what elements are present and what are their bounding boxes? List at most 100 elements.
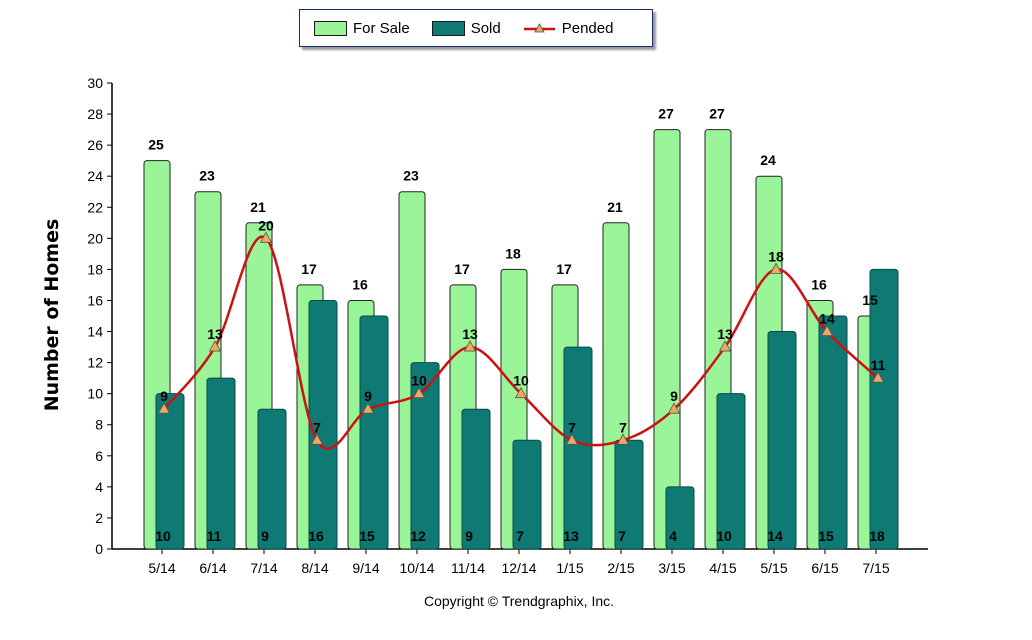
pended-marker [718, 340, 732, 352]
x-tick-label: 9/14 [352, 560, 379, 576]
pended-value-label: 11 [871, 357, 886, 373]
y-tick-label: 2 [95, 510, 103, 526]
x-tick-label: 10/14 [399, 560, 434, 576]
pended-value-label: 13 [717, 326, 733, 342]
pended-value-label: 9 [364, 388, 372, 404]
sold-value-label: 15 [359, 528, 375, 544]
sold-bar [206, 377, 236, 550]
pended-value-label: 20 [258, 217, 274, 233]
y-tick-label: 4 [95, 479, 103, 495]
sold-value-label: 7 [618, 528, 626, 544]
for-sale-value-label: 21 [607, 199, 623, 215]
for-sale-value-label: 25 [148, 137, 164, 153]
y-tick-label: 20 [87, 230, 103, 246]
x-tick-label: 3/15 [658, 560, 685, 576]
sold-value-label: 9 [465, 528, 473, 544]
sold-value-label: 16 [308, 528, 324, 544]
x-tick-label: 4/15 [709, 560, 736, 576]
for-sale-value-label: 18 [505, 245, 521, 261]
y-tick-label: 12 [87, 355, 103, 371]
pended-marker [871, 371, 885, 383]
x-tick-label: 6/14 [199, 560, 226, 576]
sold-bar [716, 393, 746, 550]
pended-value-label: 9 [160, 388, 168, 404]
sold-value-label: 13 [563, 528, 579, 544]
sold-value-label: 11 [207, 528, 222, 544]
for-sale-value-label: 17 [454, 261, 470, 277]
x-tick-label: 1/15 [556, 560, 583, 576]
y-tick-label: 26 [87, 137, 103, 153]
pended-line-swatch [523, 22, 555, 32]
x-tick-label: 6/15 [811, 560, 838, 576]
sold-bar [257, 408, 287, 550]
pended-value-label: 7 [313, 419, 321, 435]
for-sale-value-label: 21 [250, 199, 266, 215]
y-tick-label: 16 [87, 292, 103, 308]
data-labels: 25 10 9 23 11 13 21 9 20 17 16 7 16 15 9 23 12 10 17 9 13 18 7… [148, 106, 885, 544]
x-tick-label: 7/15 [862, 560, 889, 576]
sold-value-label: 10 [716, 528, 732, 544]
for-sale-value-label: 23 [199, 168, 215, 184]
y-tick-label: 28 [87, 106, 103, 122]
x-tick-label: 8/14 [301, 560, 328, 576]
y-tick-label: 30 [87, 75, 103, 91]
x-tick-label: 5/15 [760, 560, 787, 576]
pended-line-series [157, 231, 885, 450]
sold-bar [869, 268, 899, 550]
y-tick-label: 14 [87, 324, 103, 340]
pended-marker [310, 433, 324, 445]
for-sale-value-label: 23 [403, 168, 419, 184]
sold-value-label: 10 [155, 528, 171, 544]
for-sale-value-label: 17 [556, 261, 572, 277]
pended-value-label: 9 [670, 388, 678, 404]
legend-label-for-sale: For Sale [353, 19, 410, 37]
sold-bar [614, 439, 644, 550]
pended-marker [157, 402, 171, 414]
for-sale-value-label: 27 [709, 106, 725, 122]
y-tick-label: 6 [95, 448, 103, 464]
pended-marker [259, 231, 273, 243]
legend-item-pended: Pended [523, 19, 614, 37]
legend-item-for-sale: For Sale [314, 20, 410, 37]
sold-bar [512, 439, 542, 550]
legend: For Sale Sold Pended [299, 9, 653, 47]
pended-marker [667, 402, 681, 414]
sold-value-label: 14 [767, 528, 783, 544]
pended-value-label: 7 [619, 419, 627, 435]
legend-item-sold: Sold [431, 20, 501, 37]
pended-marker [514, 386, 528, 399]
for-sale-value-label: 16 [811, 276, 827, 292]
pended-value-label: 18 [768, 248, 784, 264]
y-tick-label: 24 [87, 168, 103, 184]
pended-marker [361, 402, 375, 414]
x-tick-label: 5/14 [148, 560, 175, 576]
sold-bar [308, 299, 338, 550]
x-tick-label: 11/14 [451, 560, 485, 576]
for-sale-bar [653, 129, 681, 550]
for-sale-swatch [314, 20, 347, 36]
y-tick-label: 8 [95, 417, 103, 433]
sold-value-label: 4 [669, 528, 677, 544]
copyright-text: Copyright © Trendgraphix, Inc. [423, 593, 615, 609]
for-sale-value-label: 15 [862, 292, 878, 308]
sold-bar [461, 408, 491, 550]
pended-marker [463, 340, 477, 352]
pended-value-label: 10 [513, 373, 529, 389]
y-axis-label: Number of Homes [41, 218, 63, 412]
for-sale-value-label: 27 [658, 106, 674, 122]
sold-bar [359, 315, 389, 550]
pended-value-label: 13 [462, 326, 478, 342]
sold-bar [563, 346, 593, 550]
sold-bar [767, 331, 797, 550]
sold-bar [818, 315, 848, 550]
sold-bar [410, 362, 440, 550]
y-tick-label: 0 [95, 541, 103, 557]
sold-value-label: 15 [818, 528, 834, 544]
legend-label-pended: Pended [561, 19, 614, 37]
y-tick-label: 10 [87, 386, 103, 402]
sold-bar [665, 486, 695, 550]
pended-marker [565, 433, 579, 445]
pended-marker [616, 433, 630, 445]
